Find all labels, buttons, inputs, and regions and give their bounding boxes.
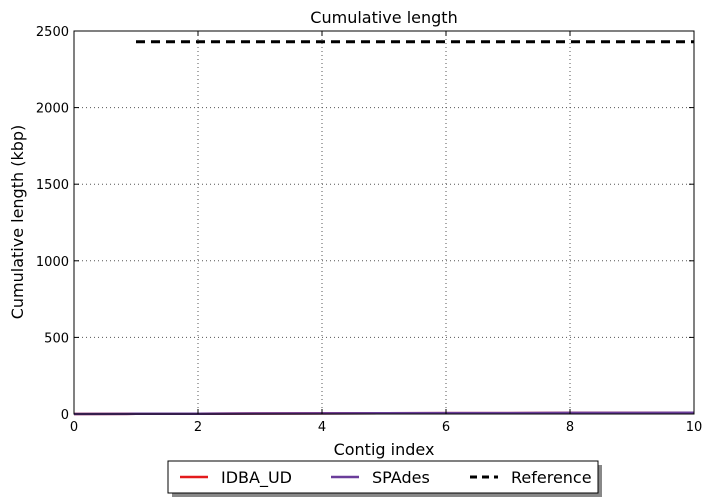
y-tick-label: 2000	[36, 102, 69, 117]
chart-title: Cumulative length	[310, 8, 457, 27]
y-tick-label: 1000	[36, 255, 69, 270]
y-tick-label: 500	[44, 331, 69, 346]
y-tick-label: 2500	[36, 25, 69, 40]
legend-label: Reference	[511, 468, 592, 487]
x-tick-label: 10	[686, 420, 703, 435]
grid-lines	[74, 31, 694, 414]
x-tick-label: 8	[566, 420, 574, 435]
legend-box	[167, 460, 599, 494]
y-axis-title: Cumulative length (kbp)	[8, 125, 27, 320]
x-tick-label: 4	[318, 420, 326, 435]
x-tick-label: 0	[70, 420, 78, 435]
legend-label: SPAdes	[372, 468, 430, 487]
plot-area-frame	[73, 30, 695, 415]
legend: IDBA_UD SPAdes Reference	[167, 460, 602, 497]
x-axis-title: Contig index	[334, 440, 435, 459]
legend-label: IDBA_UD	[221, 468, 292, 488]
x-tick-label: 6	[442, 420, 450, 435]
x-axis: 0 2 4 6 8 10	[70, 31, 702, 435]
x-tick-label: 2	[194, 420, 202, 435]
y-axis: 0 500 1000 1500 2000 2500	[36, 25, 694, 423]
y-tick-label: 1500	[36, 178, 69, 193]
series-lines	[73, 40, 695, 416]
y-tick-label: 0	[61, 408, 69, 423]
